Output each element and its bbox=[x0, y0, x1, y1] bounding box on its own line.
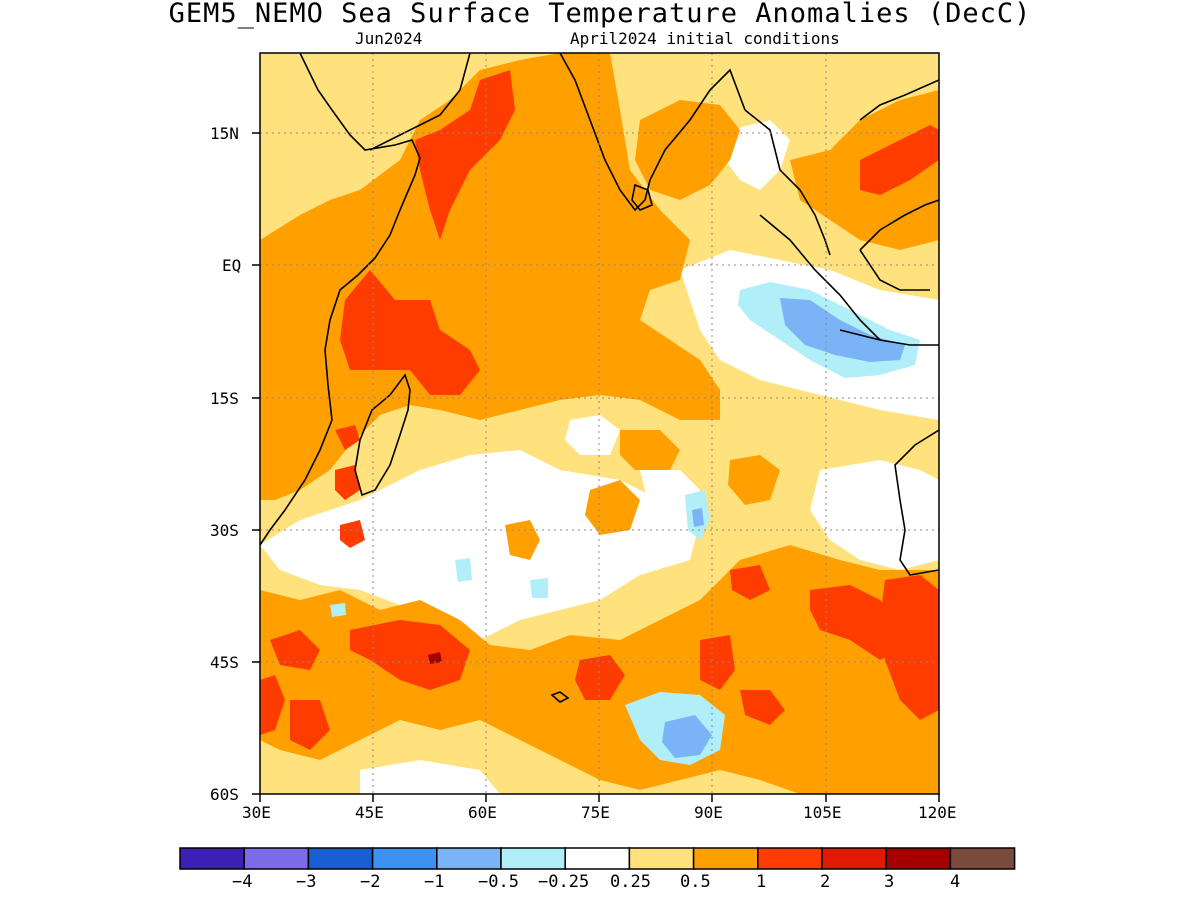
colorbar-swatch bbox=[564, 847, 631, 870]
colorbar-label: 2 bbox=[820, 872, 831, 892]
forecast-month: Jun2024 bbox=[355, 29, 423, 48]
field-red-madagascar2 bbox=[335, 465, 360, 500]
field-orange-northeast bbox=[635, 100, 740, 200]
colorbar-swatch bbox=[628, 847, 695, 870]
field-red-south-west2 bbox=[350, 620, 470, 690]
colorbar-label: 0.25 bbox=[610, 872, 651, 892]
india-coast bbox=[559, 53, 746, 212]
lon-label-60e: 60E bbox=[468, 803, 497, 822]
madagascar-coast bbox=[354, 373, 411, 497]
field-darkred-speck bbox=[428, 652, 442, 664]
colorbar-label: 1 bbox=[756, 872, 767, 892]
field-red-madagascar1 bbox=[335, 425, 360, 450]
lat-label-30s: 30S bbox=[210, 521, 239, 540]
colorbar-label: 4 bbox=[950, 872, 961, 892]
map-title: GEM5_NEMO Sea Surface Temperature Anomal… bbox=[168, 0, 1032, 29]
colorbar-label: −4 bbox=[232, 872, 253, 892]
field-cyan-small1 bbox=[455, 558, 472, 582]
lon-label-30e: 30E bbox=[242, 803, 271, 822]
colorbar-swatch bbox=[757, 847, 823, 870]
lon-label-45e: 45E bbox=[355, 803, 384, 822]
field-red-south-mid bbox=[575, 655, 625, 700]
lat-label-45s: 45S bbox=[210, 653, 239, 672]
lon-label-120e: 120E bbox=[918, 803, 957, 822]
field-white-small2 bbox=[640, 470, 700, 530]
field-red-south-west3 bbox=[260, 675, 285, 735]
borneo-coast bbox=[859, 199, 939, 291]
field-red-south-west bbox=[270, 630, 320, 670]
australia-coast bbox=[894, 429, 939, 576]
anomaly-fields bbox=[260, 53, 939, 794]
sri-lanka-coast bbox=[631, 183, 653, 211]
colorbar-label: −2 bbox=[360, 872, 381, 892]
colorbar-label: −1 bbox=[424, 872, 445, 892]
field-orange-mid3 bbox=[620, 430, 680, 470]
africa-east-coast bbox=[260, 53, 421, 546]
colorbar-label: 0.5 bbox=[680, 872, 711, 892]
field-red-south-west4 bbox=[290, 700, 330, 750]
field-cyan-small3 bbox=[330, 603, 346, 617]
sumatra-coast bbox=[759, 214, 881, 341]
lat-label-60s: 60S bbox=[210, 785, 239, 804]
arabia-coast bbox=[369, 53, 471, 151]
initial-conditions-label: April2024 initial conditions bbox=[570, 29, 840, 48]
field-red-somali bbox=[340, 270, 480, 395]
field-red-arabian-sea bbox=[415, 70, 515, 240]
colorbar-label: 3 bbox=[884, 872, 895, 892]
field-white-east2 bbox=[810, 460, 939, 570]
field-orange-mid2 bbox=[728, 455, 780, 505]
colorbar-swatch bbox=[371, 847, 438, 870]
colorbar-swatch bbox=[692, 847, 759, 870]
colorbar-swatch bbox=[885, 847, 952, 870]
field-red-south-east4 bbox=[810, 585, 900, 660]
field-lightblue-south bbox=[662, 715, 712, 758]
colorbar-label: −0.25 bbox=[538, 872, 590, 892]
lat-label-15s: 15S bbox=[210, 389, 239, 408]
field-lightblue-mid bbox=[692, 508, 704, 527]
java-coast bbox=[839, 329, 939, 346]
colorbar-swatch bbox=[821, 847, 887, 870]
lat-label-eq: EQ bbox=[222, 256, 242, 275]
coastlines bbox=[260, 53, 939, 703]
field-white-s2 bbox=[360, 760, 500, 794]
lat-label-15n: 15N bbox=[210, 124, 239, 143]
field-orange-north bbox=[260, 53, 720, 500]
axis-ticks bbox=[252, 132, 940, 802]
field-red-south-china-sea bbox=[860, 125, 939, 195]
field-cyan-small2 bbox=[530, 578, 548, 598]
kerguelen-island bbox=[550, 691, 570, 703]
colorbar-swatch bbox=[307, 847, 374, 870]
lon-label-90e: 90E bbox=[694, 803, 723, 822]
field-red-south-east2 bbox=[740, 690, 785, 725]
colorbar-swatch bbox=[500, 847, 566, 870]
field-white-northeast bbox=[725, 120, 790, 190]
colorbar-swatch bbox=[436, 847, 502, 870]
colorbar-swatch bbox=[949, 847, 1016, 870]
colorbar-swatch bbox=[243, 847, 310, 870]
lon-label-105e: 105E bbox=[803, 803, 842, 822]
grid-lines bbox=[260, 53, 939, 794]
field-red-madagascar3 bbox=[340, 520, 365, 548]
field-white-small1 bbox=[565, 415, 620, 455]
field-red-south-east3 bbox=[730, 565, 770, 600]
colorbar-swatch bbox=[179, 847, 245, 870]
colorbar-label: −0.5 bbox=[478, 872, 519, 892]
lon-label-75e: 75E bbox=[581, 803, 610, 822]
field-red-south-east5 bbox=[880, 575, 939, 720]
colorbar bbox=[179, 847, 1016, 870]
myanmar-malay-coast bbox=[744, 79, 939, 256]
colorbar-label: −3 bbox=[296, 872, 317, 892]
